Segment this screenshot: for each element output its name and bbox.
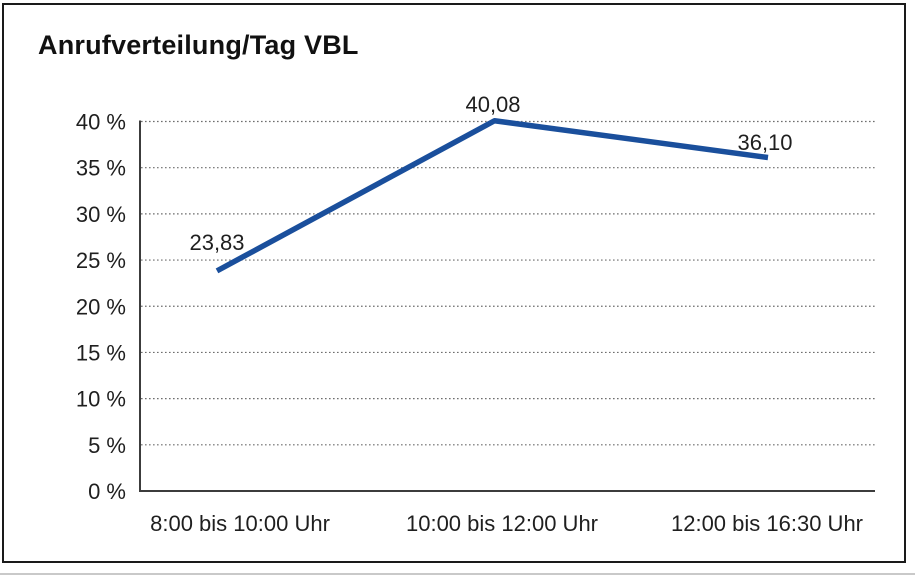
data-point-label: 36,10 (737, 130, 792, 155)
y-tick-label: 25 % (76, 248, 126, 273)
x-category-label: 8:00 bis 10:00 Uhr (150, 511, 330, 536)
bottom-hairline (0, 573, 915, 575)
y-tick-label: 30 % (76, 202, 126, 227)
data-line (215, 118, 769, 274)
y-tick-label: 10 % (76, 387, 126, 412)
y-tick-label: 40 % (76, 110, 126, 135)
y-tick-label: 15 % (76, 340, 126, 365)
y-tick-label: 35 % (76, 156, 126, 181)
data-point-label: 23,83 (189, 230, 244, 255)
y-tick-label: 20 % (76, 294, 126, 319)
data-point-label: 40,08 (465, 92, 520, 117)
x-category-label: 12:00 bis 16:30 Uhr (671, 511, 863, 536)
x-category-label: 10:00 bis 12:00 Uhr (406, 511, 598, 536)
y-tick-label: 0 % (88, 479, 126, 504)
chart-title: Anrufverteilung/Tag VBL (38, 30, 359, 60)
y-tick-label: 5 % (88, 433, 126, 458)
